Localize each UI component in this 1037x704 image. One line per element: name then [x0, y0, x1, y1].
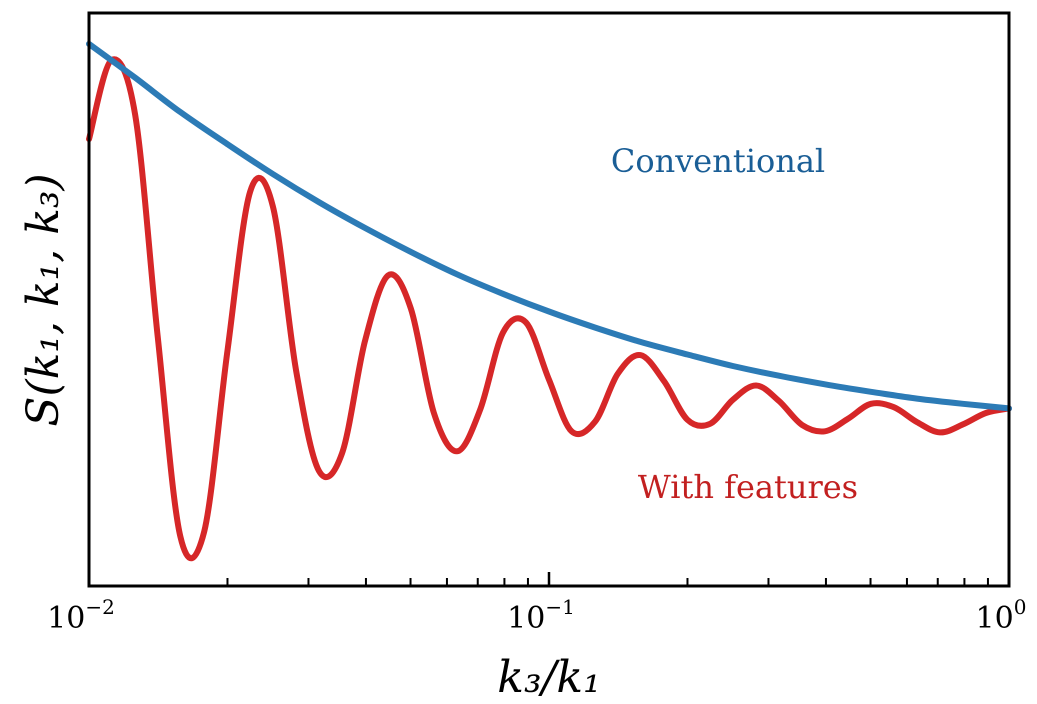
y-axis-label: S(k₁, k₁, k₃)	[18, 173, 69, 426]
x-axis-label: k₃/k₁	[497, 652, 600, 703]
plot-frame	[87, 11, 1011, 588]
series-line-conventional	[86, 40, 1012, 412]
x-tick-label: 10−1	[507, 595, 575, 636]
annotation-with-features: With features	[638, 468, 858, 506]
x-tick-label: 100	[976, 595, 1027, 636]
series-line-with-features	[86, 56, 1012, 562]
series-layer	[86, 40, 1012, 562]
annotation-conventional: Conventional	[611, 142, 825, 180]
tick-layer: 10−2 10−1 100	[47, 572, 1026, 636]
x-tick-label: 10−2	[47, 595, 115, 636]
